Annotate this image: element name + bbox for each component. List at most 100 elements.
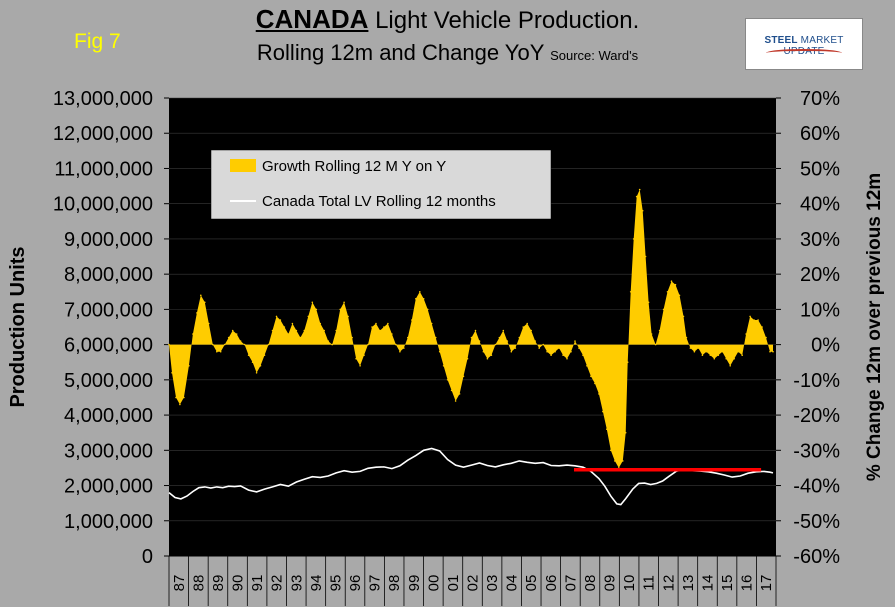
growth-point: [315, 308, 318, 311]
chart-source: Source: Ward's: [550, 48, 639, 63]
y-right-tick-label: 20%: [800, 264, 840, 286]
x-tick-label: 13: [680, 575, 697, 592]
growth-point: [629, 291, 632, 293]
growth-point: [327, 340, 330, 342]
growth-point: [422, 298, 425, 300]
y-left-tick-label: 11,000,000: [54, 158, 153, 180]
y-right-tick-label: 40%: [800, 194, 840, 216]
growth-point: [578, 347, 580, 349]
growth-point: [705, 350, 708, 353]
growth-point: [486, 357, 489, 360]
growth-point: [662, 308, 665, 311]
growth-point: [192, 333, 194, 335]
x-tick-label: 90: [230, 575, 247, 592]
growth-point: [566, 357, 568, 360]
growth-point: [753, 319, 755, 321]
growth-point: [454, 400, 457, 402]
y-left-tick-label: 12,000,000: [53, 123, 153, 145]
growth-point: [474, 329, 477, 332]
legend-label-growth: Growth Rolling 12 M Y on Y: [262, 158, 446, 175]
growth-point: [287, 333, 290, 335]
growth-point: [522, 326, 524, 328]
chart-title-country: CANADA: [255, 4, 369, 34]
growth-point: [542, 343, 544, 346]
growth-point: [219, 350, 222, 353]
growth-point: [438, 350, 441, 353]
growth-point: [391, 333, 393, 335]
growth-point: [602, 410, 604, 413]
x-tick-label: 89: [210, 575, 227, 592]
growth-point: [482, 350, 485, 353]
growth-point: [745, 333, 747, 335]
growth-point: [769, 350, 771, 353]
x-tick-label: 01: [445, 575, 462, 592]
x-tick-label: 10: [621, 575, 638, 592]
y-right-tick-label: 50%: [800, 158, 840, 180]
growth-point: [530, 329, 532, 332]
growth-point: [263, 354, 266, 357]
growth-point: [635, 195, 638, 198]
growth-point: [442, 365, 445, 367]
growth-point: [426, 308, 429, 311]
growth-point: [647, 301, 650, 304]
growth-point: [550, 354, 552, 357]
growth-point: [606, 428, 608, 431]
x-tick-label: 91: [249, 575, 266, 592]
x-tick-label: 97: [367, 575, 384, 592]
growth-point: [462, 375, 465, 378]
growth-point: [594, 382, 596, 385]
growth-point: [685, 336, 688, 339]
growth-point: [466, 357, 469, 360]
growth-point: [335, 329, 338, 332]
growth-point: [200, 294, 202, 297]
growth-point: [761, 326, 763, 328]
growth-point: [434, 336, 437, 339]
growth-point: [399, 350, 401, 353]
x-tick-label: 03: [484, 575, 501, 592]
x-tick-label: 05: [523, 575, 540, 592]
y-right-tick-label: -20%: [793, 405, 840, 427]
growth-point: [458, 393, 461, 395]
x-tick-label: 16: [739, 575, 756, 592]
y-right-tick-label: -40%: [793, 476, 840, 498]
growth-point: [570, 350, 572, 353]
growth-point: [375, 322, 377, 325]
growth-point: [171, 372, 173, 374]
growth-point: [494, 343, 497, 346]
x-tick-label: 93: [288, 575, 305, 592]
x-tick-label: 06: [543, 575, 560, 592]
legend-label-total: Canada Total LV Rolling 12 months: [262, 193, 496, 210]
growth-point: [359, 365, 361, 367]
y-left-tick-label: 2,000,000: [64, 476, 153, 498]
growth-point: [554, 350, 556, 353]
growth-point: [175, 396, 177, 399]
growth-point: [772, 350, 774, 353]
chart-title-rest: Light Vehicle Production.: [368, 7, 640, 34]
growth-point: [689, 347, 692, 349]
growth-point: [235, 333, 238, 335]
growth-area: [169, 189, 773, 468]
x-tick-label: 96: [347, 575, 364, 592]
y-right-tick-label: 70%: [800, 88, 840, 110]
y-right-tick-label: 10%: [800, 299, 840, 321]
growth-point: [395, 343, 397, 346]
growth-point: [526, 322, 528, 325]
growth-point: [574, 340, 576, 342]
growth-point: [654, 343, 657, 346]
growth-point: [299, 336, 302, 339]
x-tick-label: 95: [327, 575, 344, 592]
growth-point: [514, 347, 517, 349]
growth-point: [658, 329, 661, 332]
growth-point: [295, 329, 298, 332]
y-left-tick-label: 9,000,000: [64, 229, 153, 251]
growth-point: [319, 322, 322, 325]
y-left-tick-label: 8,000,000: [64, 264, 153, 286]
growth-point: [387, 322, 389, 325]
growth-point: [498, 336, 501, 339]
x-tick-label: 08: [582, 575, 599, 592]
growth-point: [430, 322, 433, 325]
y-left-tick-label: 0: [142, 546, 153, 568]
brand-logo-bold: STEEL: [764, 35, 798, 46]
growth-point: [331, 343, 334, 346]
